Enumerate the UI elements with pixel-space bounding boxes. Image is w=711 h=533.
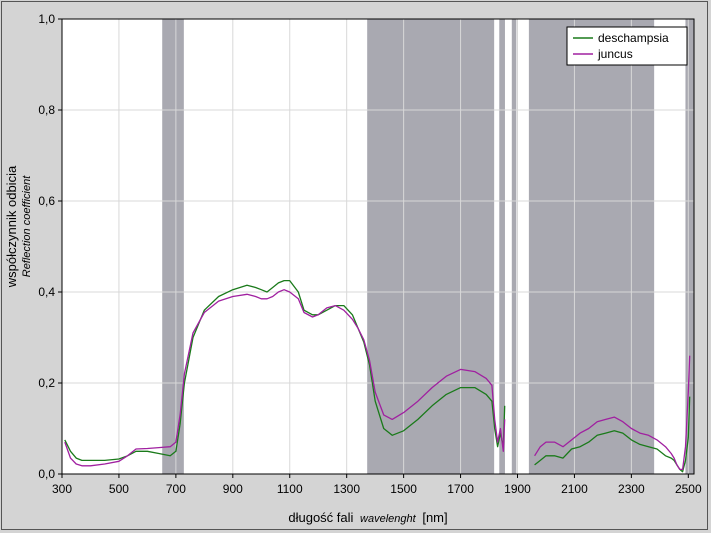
x-axis-label: długość fali wavelenght [nm] <box>288 510 447 525</box>
x-tick-label: 2100 <box>561 482 588 496</box>
y-axis-ticks: 0,0 0,2 0,4 0,6 0,8 1,0 <box>38 12 62 481</box>
series-lines <box>64 279 691 473</box>
x-tick-label: 1700 <box>447 482 474 496</box>
x-tick-label: 2500 <box>675 482 702 496</box>
shaded-band <box>511 19 517 474</box>
x-tick-label: 500 <box>109 482 129 496</box>
x-axis-label-italic: wavelenght <box>360 513 417 525</box>
y-tick-label: 1,0 <box>38 12 55 26</box>
y-tick-label: 0,6 <box>38 194 55 208</box>
x-axis-ticks: 300 500 700 900 1100 1300 1500 1700 1900 2100 2300… <box>52 474 702 496</box>
x-tick-label: 2300 <box>618 482 645 496</box>
x-axis-label-main: długość fali <box>288 510 353 525</box>
x-tick-label: 1500 <box>390 482 417 496</box>
x-tick-label: 1300 <box>333 482 360 496</box>
shaded-band <box>499 19 505 474</box>
shaded-band <box>367 19 495 474</box>
y-tick-label: 0,4 <box>38 285 55 299</box>
plot-border <box>61 18 695 475</box>
x-tick-label: 300 <box>52 482 72 496</box>
legend-label-deschampsia: deschampsia <box>598 31 669 45</box>
x-tick-label: 900 <box>223 482 243 496</box>
series-line-juncus <box>534 355 691 471</box>
y-tick-label: 0,0 <box>38 467 55 481</box>
y-tick-label: 0,8 <box>38 103 55 117</box>
y-axis-label: współczynnik odbicia <box>4 165 19 288</box>
x-tick-label: 700 <box>166 482 186 496</box>
x-axis-label-unit: [nm] <box>422 510 447 525</box>
shaded-band <box>685 19 694 474</box>
shaded-bands <box>162 19 694 474</box>
shaded-band <box>528 19 655 474</box>
x-tick-label: 1100 <box>277 482 303 496</box>
legend: deschampsia juncus <box>566 26 688 66</box>
x-tick-label: 1900 <box>504 482 531 496</box>
y-tick-label: 0,2 <box>38 376 55 390</box>
y-axis-label-italic: Reflection coefficient <box>21 175 33 277</box>
legend-label-juncus: juncus <box>597 47 633 61</box>
series-line-juncus <box>64 289 506 467</box>
series-line-deschampsia <box>64 279 506 462</box>
legend-box <box>566 26 688 66</box>
shaded-band <box>162 19 184 474</box>
